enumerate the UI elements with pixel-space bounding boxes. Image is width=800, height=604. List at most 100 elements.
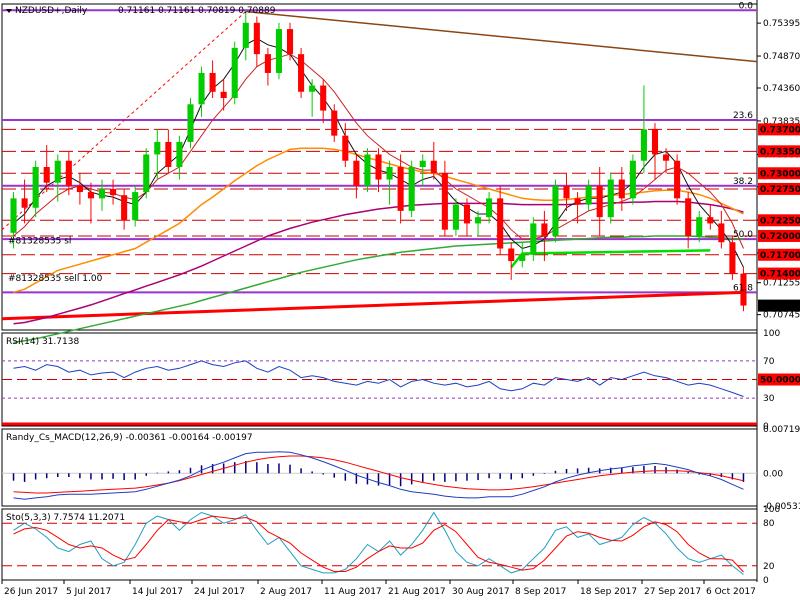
candle-body xyxy=(486,198,493,218)
fib-label: 38.2 xyxy=(733,177,753,187)
candle-body xyxy=(519,254,526,262)
candle-body xyxy=(110,188,117,196)
fib-label: 0.0 xyxy=(739,1,754,11)
candle-body xyxy=(209,72,216,92)
candle-body xyxy=(165,141,172,167)
price-label-box xyxy=(758,145,800,158)
candle-body xyxy=(663,154,670,161)
candle-body xyxy=(740,273,747,306)
order-annotation: #81328535 sell 1.00 xyxy=(8,274,103,284)
price-label-box xyxy=(758,182,800,195)
x-tick-label: 2 Aug 2017 xyxy=(260,587,312,597)
candle-body xyxy=(132,192,139,221)
candle-body xyxy=(397,167,404,211)
candle-body xyxy=(10,198,17,233)
price-label: 0.72250 xyxy=(760,216,800,226)
candle-body xyxy=(408,167,415,211)
x-tick-label: 11 Aug 2017 xyxy=(324,587,382,597)
price-label: 0.72000 xyxy=(760,232,800,242)
trend-ray xyxy=(1,11,247,231)
price-label-box xyxy=(758,229,800,242)
candle-body xyxy=(707,217,714,224)
candle-body xyxy=(98,188,106,199)
price-label: 0.73000 xyxy=(760,169,800,179)
rsi-line xyxy=(13,360,744,397)
price-label-box xyxy=(758,167,800,180)
fib-label: 23.6 xyxy=(733,111,753,121)
candle-body xyxy=(718,223,725,243)
candle-body xyxy=(275,29,283,73)
candle-body xyxy=(21,198,28,208)
macd-tick-label: 0.00 xyxy=(763,469,783,479)
trend-line xyxy=(245,10,758,63)
order-annotation: #81328535 sl xyxy=(8,236,71,246)
sto-title: Sto(5,3,3) 7.7574 11.2071 xyxy=(6,513,125,523)
sl-line xyxy=(522,249,711,255)
price-tick-label: 0.71255 xyxy=(763,279,800,289)
candle-body xyxy=(508,248,515,262)
candle-body xyxy=(286,29,294,55)
price-label: 0.71700 xyxy=(760,251,800,261)
candle-body xyxy=(176,141,183,167)
candle-body xyxy=(629,160,636,199)
candle-body xyxy=(474,217,482,224)
candle-body xyxy=(298,54,305,92)
macd-title: Randy_Cs_MACD(12,26,9) -0.00361 -0.00164… xyxy=(6,433,253,443)
candle-body xyxy=(264,54,271,73)
chart-ohlc: 0.71161 0.71161 0.70819 0.70889 xyxy=(118,6,276,16)
x-tick-label: 8 Sep 2017 xyxy=(515,587,566,597)
macd-signal-line xyxy=(13,455,744,494)
candle-body xyxy=(198,72,205,105)
candle-body xyxy=(253,22,260,55)
sto-tick-label: 80 xyxy=(763,519,775,529)
price-tick-label: 0.75395 xyxy=(763,19,800,29)
candle-body xyxy=(364,154,371,186)
rsi-tick-label: 0 xyxy=(763,422,769,432)
macd-tick-label: 0.00719 xyxy=(763,425,800,435)
x-tick-label: 14 Jul 2017 xyxy=(132,587,183,597)
macd-tick-label: -0.00531 xyxy=(763,502,800,512)
candle-body xyxy=(187,104,194,142)
sto-tick-label: 20 xyxy=(763,562,775,572)
candle-body xyxy=(452,204,459,230)
candle-body xyxy=(320,85,327,111)
x-tick-label: 5 Jul 2017 xyxy=(66,587,111,597)
ma-line-ma-green xyxy=(13,235,744,344)
candle-body xyxy=(651,129,659,155)
candle-body xyxy=(618,179,625,199)
candle-body xyxy=(143,154,150,193)
candle-body xyxy=(596,185,603,218)
candle-body xyxy=(441,173,448,230)
candle-body xyxy=(43,167,50,183)
candle-body xyxy=(674,160,681,199)
price-tick-label: 0.74870 xyxy=(763,52,800,62)
candle-body xyxy=(574,198,581,205)
candle-body xyxy=(530,223,537,255)
sto-signal-line xyxy=(13,515,744,573)
candle-body xyxy=(121,195,128,221)
candle-body xyxy=(65,160,72,186)
rsi-tick-label: 50.0000 xyxy=(760,376,800,386)
price-tick-label: 0.70745 xyxy=(763,311,800,321)
x-tick-label: 26 Jun 2017 xyxy=(4,587,58,597)
candle-body xyxy=(309,85,316,92)
x-tick-label: 21 Aug 2017 xyxy=(388,587,446,597)
price-label: 0.72750 xyxy=(760,185,800,195)
x-tick-label: 6 Oct 2017 xyxy=(706,587,756,597)
candle-body xyxy=(685,198,692,236)
candle-body xyxy=(386,167,393,180)
rsi-title: RSI(14) 31.7138 xyxy=(6,337,79,347)
candle-body xyxy=(54,160,61,183)
price-label: 0.70889 xyxy=(760,302,800,312)
price-label-box xyxy=(758,299,800,312)
candle-body xyxy=(563,185,570,199)
candle-body xyxy=(76,185,83,193)
candle-body xyxy=(375,154,382,180)
candle-body xyxy=(87,192,94,199)
candle-body xyxy=(342,135,349,161)
rsi-tick-label: 70 xyxy=(763,357,775,367)
dropdown-icon xyxy=(6,9,12,13)
candle-body xyxy=(497,198,504,249)
